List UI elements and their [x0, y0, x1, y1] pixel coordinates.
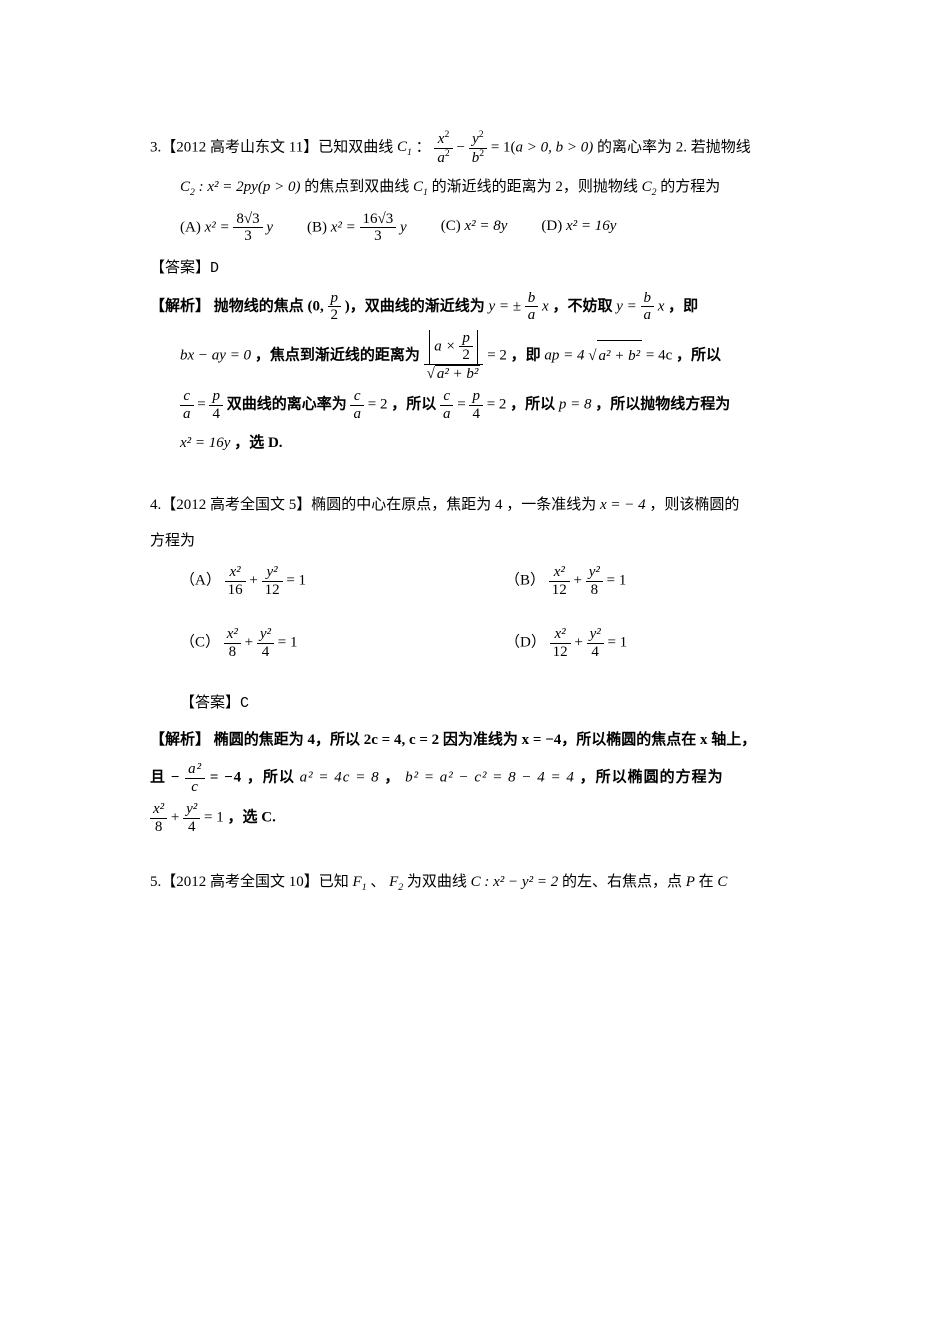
- c2-sym: C2: [180, 179, 195, 195]
- q3-intro-c: 的焦点到双曲线: [304, 179, 409, 195]
- q4-option-a: （A） x²16 + y²12 = 1: [180, 564, 505, 598]
- q4-intro-a: 4.【2012 高考全国文 5】椭圆的中心在原点，焦距为 4 ，一条准线为: [150, 497, 600, 513]
- q4-sol-3: x²8 + y²4 = 1 ，选 C.: [150, 801, 830, 835]
- q3-answer: 【答案】D: [150, 253, 830, 284]
- q4-sol-2: 且 − a² c = −4 ，所以 a² = 4c = 8 ， b² = a² …: [150, 761, 830, 795]
- q4-sol-1: 【解析】 椭圆的焦距为 4，所以 2c = 4, c = 2 因为准线为 x =…: [150, 725, 830, 755]
- q4-intro-b: ，则该椭圆的: [649, 497, 739, 513]
- q3-sol-4: x² = 16y ，选 D.: [180, 428, 830, 458]
- q3-stem-line2: C2 : x² = 2py(p > 0) 的焦点到双曲线 C1 的渐近线的距离为…: [180, 172, 830, 203]
- q5-intro-a: 5.【2012 高考全国文 10】已知: [150, 874, 349, 890]
- colon: ：: [416, 139, 431, 155]
- q4-option-c: （C） x²8 + y²4 = 1: [180, 626, 505, 660]
- answer-label: 【答案】: [150, 260, 210, 276]
- q4-option-b: （B） x²12 + y²8 = 1: [505, 564, 830, 598]
- c1b: C1: [413, 179, 428, 195]
- c2b: C2: [642, 179, 657, 195]
- curve-c: C: [717, 874, 727, 890]
- answer-val: C: [240, 695, 249, 712]
- q3-stem: 3.【2012 高考山东文 11】已知双曲线 C1 ： x2 a2 − y2 b…: [150, 130, 830, 166]
- q3-sol-2: bx − ay = 0 ，焦点到渐近线的距离为 a × p 2 √a² + b²…: [180, 330, 830, 383]
- document-page: 3.【2012 高考山东文 11】已知双曲线 C1 ： x2 a2 − y2 b…: [0, 0, 950, 944]
- q4-options: （A） x²16 + y²12 = 1 （B） x²12 + y²8 = 1 （…: [180, 564, 830, 660]
- answer-val: D: [210, 260, 219, 277]
- q3-option-d: (D) x² = 16y: [541, 211, 616, 245]
- q4-xline: x = − 4: [600, 497, 646, 513]
- c1-sym: C1: [397, 139, 416, 155]
- hyp-xa: x2 a2: [434, 130, 452, 166]
- q3-options: (A) x² = 8√3 3 y (B) x² = 16√3 3 y (C) x…: [180, 211, 830, 245]
- q5-stem: 5.【2012 高考全国文 10】已知 F1 、 F2 为双曲线 C : x² …: [150, 867, 830, 898]
- q3-sol-1: 【解析】 抛物线的焦点 (0, p 2 )，双曲线的渐近线为 y = ± b a…: [150, 290, 830, 324]
- minus: −: [456, 139, 464, 155]
- point-p: P: [686, 874, 695, 890]
- f1: F1: [353, 874, 367, 890]
- q3-option-c: (C) x² = 8y: [441, 211, 508, 245]
- cond: a > 0, b > 0): [516, 139, 594, 155]
- dist-frac: a × p 2 √a² + b²: [424, 330, 484, 383]
- q4-answer: 【答案】C: [180, 688, 830, 719]
- q3-intro-a: 3.【2012 高考山东文 11】已知双曲线: [150, 139, 393, 155]
- sol-label: 【解析】: [150, 732, 210, 748]
- q3-intro-b: 的离心率为 2. 若抛物线: [597, 139, 751, 155]
- f2: F2: [389, 874, 403, 890]
- c2-eq: : x² = 2py(p > 0): [195, 179, 301, 195]
- q4-stem: 4.【2012 高考全国文 5】椭圆的中心在原点，焦距为 4 ，一条准线为 x …: [150, 490, 830, 520]
- eq1: = 1(: [491, 139, 516, 155]
- sol-label: 【解析】: [150, 298, 210, 314]
- answer-label: 【答案】: [180, 695, 240, 711]
- q3-intro-e: 的方程为: [660, 179, 720, 195]
- hyp-yb: y2 b2: [469, 130, 487, 166]
- q4-option-d: （D） x²12 + y²4 = 1: [505, 626, 830, 660]
- q3-intro-d: 的渐近线的距离为 2，则抛物线: [432, 179, 638, 195]
- q3-option-a: (A) x² = 8√3 3 y: [180, 211, 273, 245]
- q3-sol-3: c a = p 4 双曲线的离心率为 c a = 2 ，所以 c a = p 4…: [180, 388, 830, 422]
- q3-option-b: (B) x² = 16√3 3 y: [307, 211, 407, 245]
- c-eq: C : x² − y² = 2: [471, 874, 559, 890]
- q4-stem-line2: 方程为: [150, 526, 830, 556]
